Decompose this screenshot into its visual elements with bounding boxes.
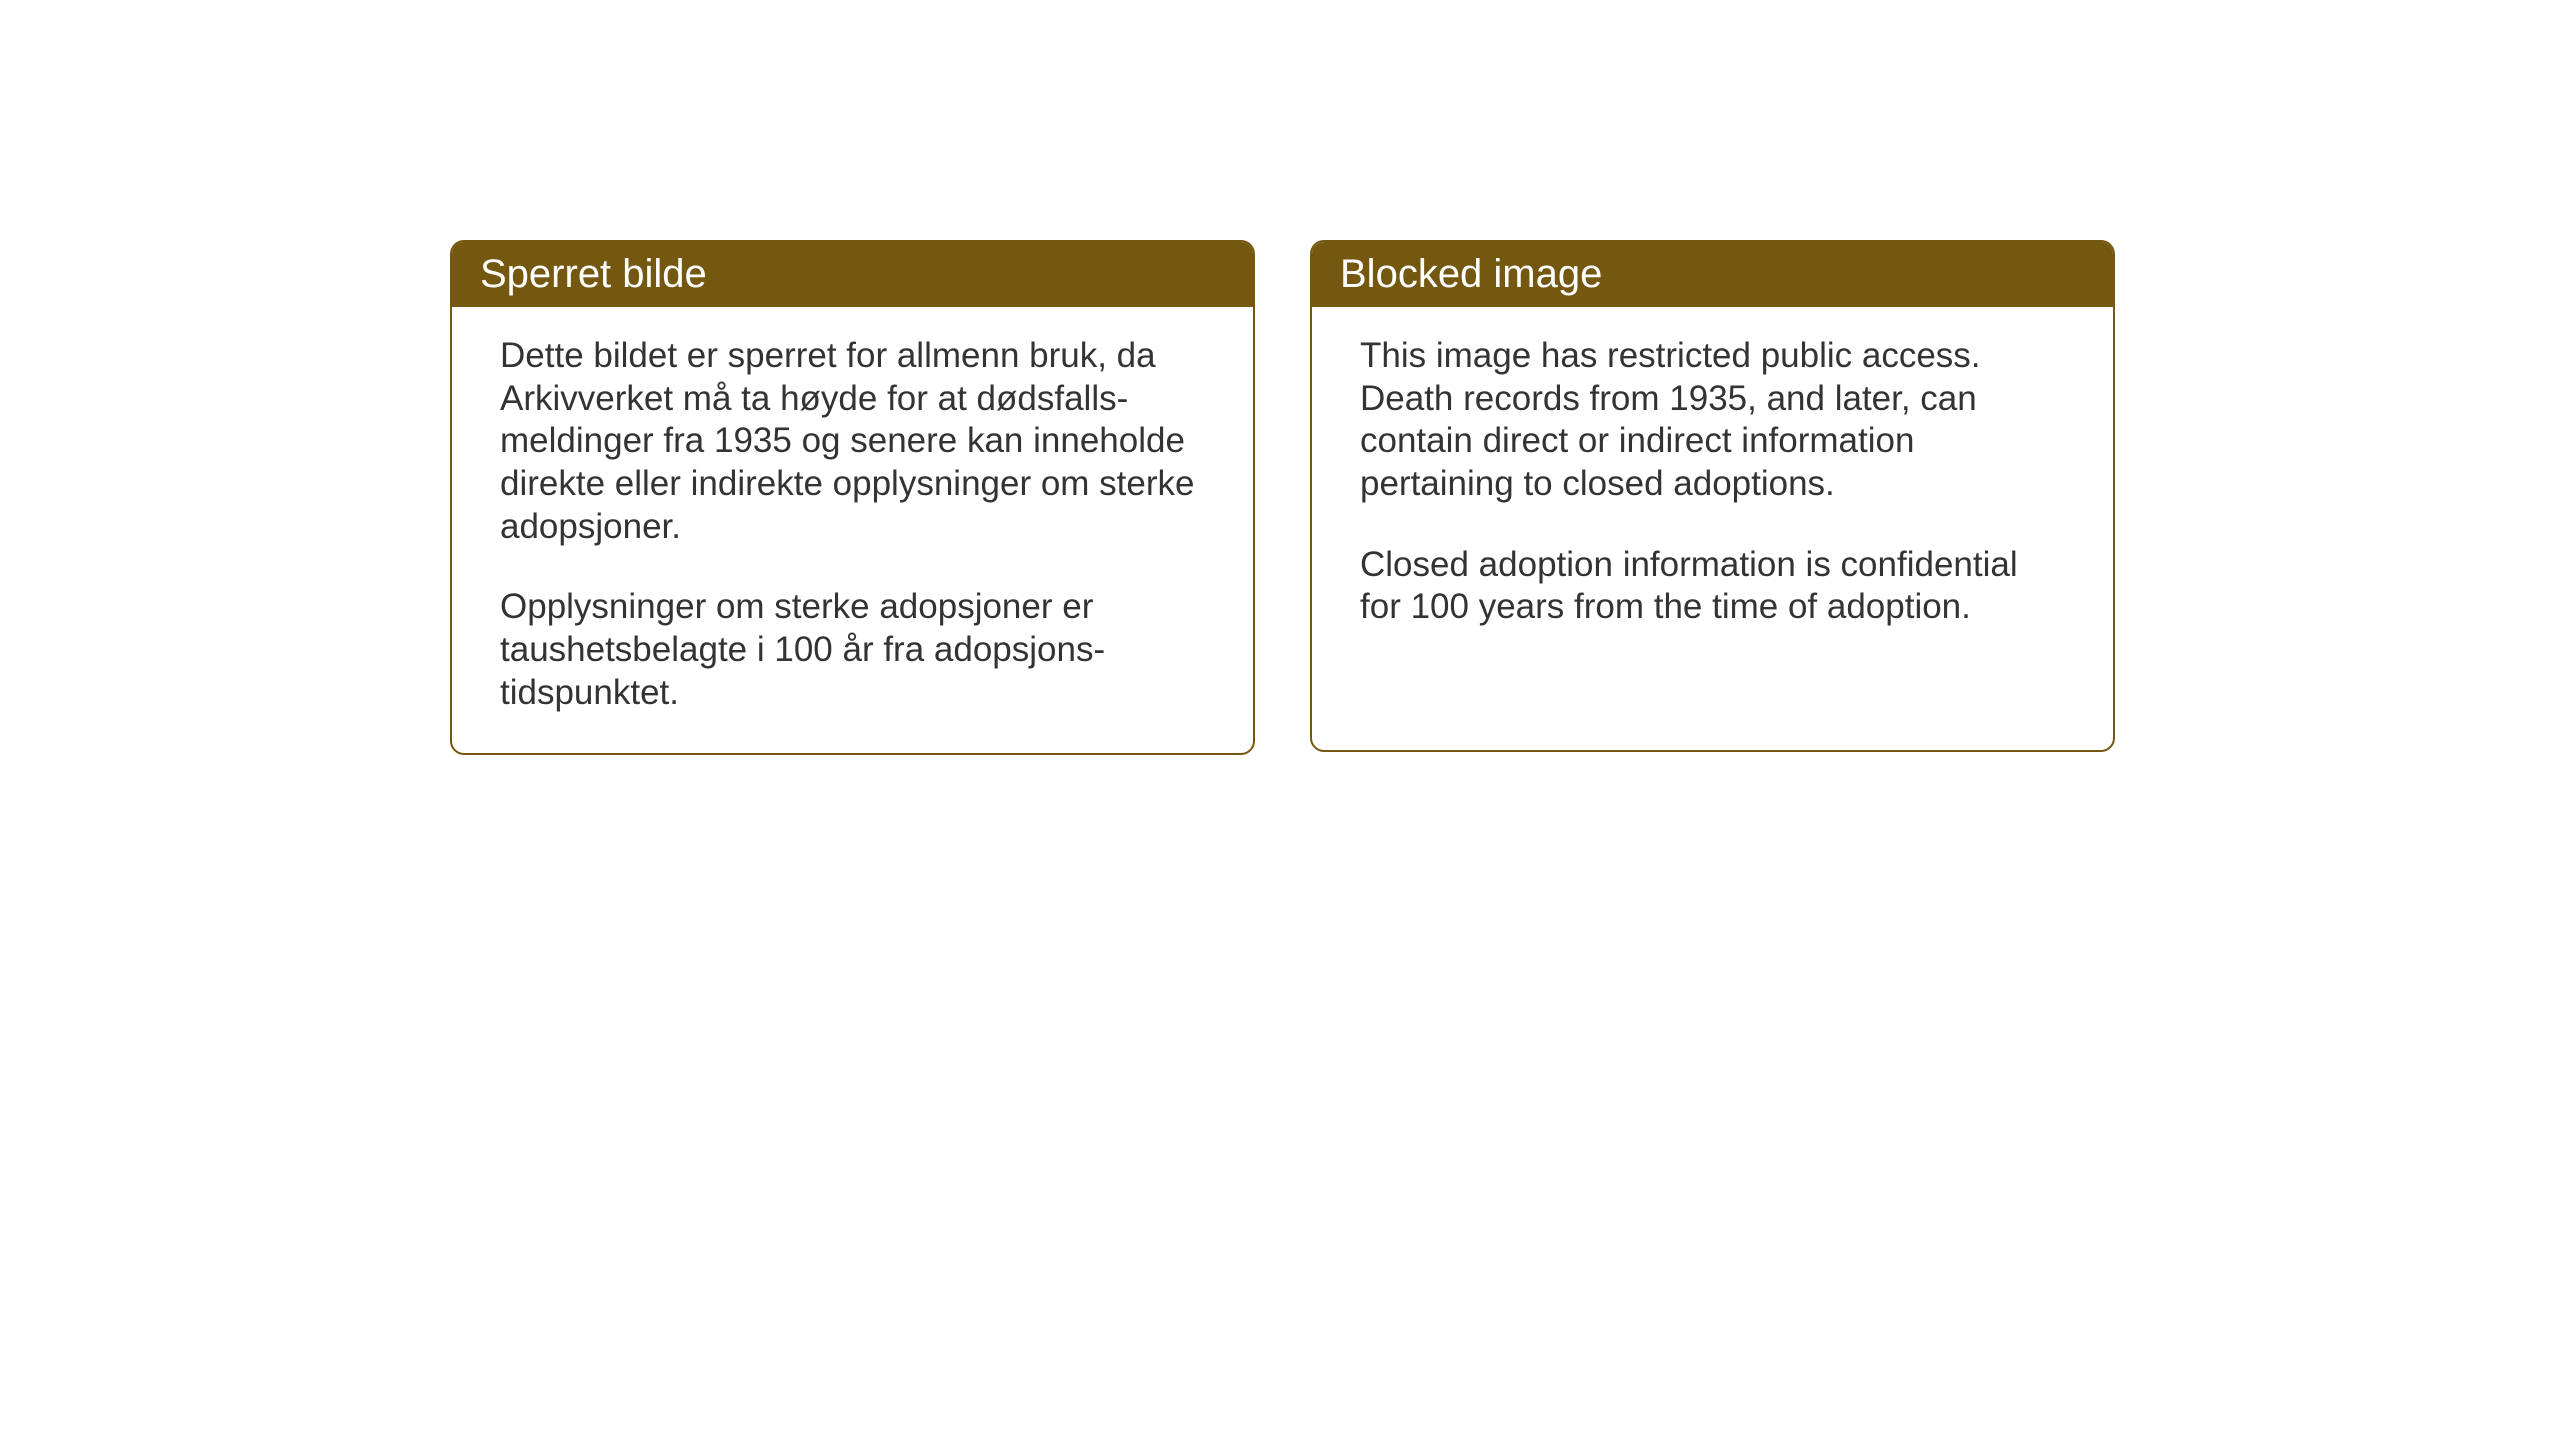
english-card-title: Blocked image bbox=[1312, 242, 2113, 307]
english-paragraph-1: This image has restricted public access.… bbox=[1360, 335, 2065, 506]
norwegian-paragraph-2: Opplysninger om sterke adopsjoner er tau… bbox=[500, 586, 1205, 714]
notice-cards-container: Sperret bilde Dette bildet er sperret fo… bbox=[450, 240, 2115, 755]
norwegian-card-body: Dette bildet er sperret for allmenn bruk… bbox=[452, 307, 1253, 753]
english-paragraph-2: Closed adoption information is confident… bbox=[1360, 544, 2065, 629]
english-notice-card: Blocked image This image has restricted … bbox=[1310, 240, 2115, 752]
english-card-body: This image has restricted public access.… bbox=[1312, 307, 2113, 667]
norwegian-notice-card: Sperret bilde Dette bildet er sperret fo… bbox=[450, 240, 1255, 755]
norwegian-paragraph-1: Dette bildet er sperret for allmenn bruk… bbox=[500, 335, 1205, 548]
norwegian-card-title: Sperret bilde bbox=[452, 242, 1253, 307]
